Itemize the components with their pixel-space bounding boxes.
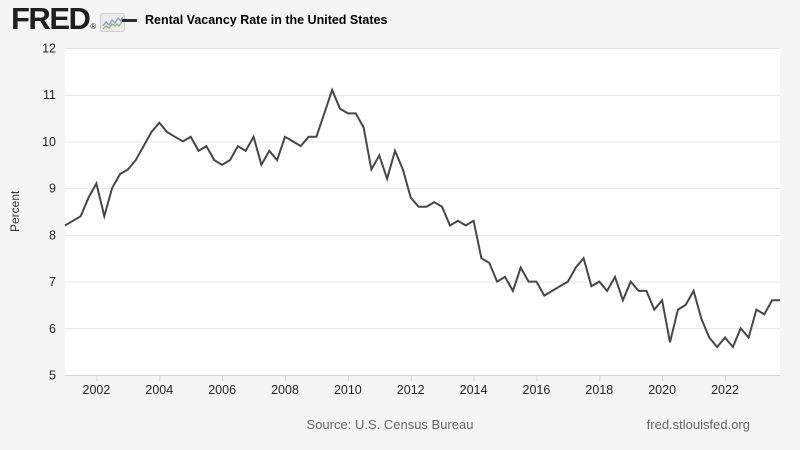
x-tick-label: 2022 [711,383,739,397]
fred-url-link[interactable]: fred.stlouisfed.org [646,417,750,432]
registered-trademark: ® [90,22,97,31]
x-tick-label: 2010 [334,383,362,397]
legend-line-swatch [122,18,137,22]
y-tick-label: 7 [49,275,56,289]
x-tick-label: 2008 [271,383,299,397]
series-title: Rental Vacancy Rate in the United States [145,13,388,27]
y-axis-title: Percent [8,190,22,232]
source-note: Source: U.S. Census Bureau [306,417,474,432]
plot-background [65,48,780,375]
y-tick-label: 12 [42,42,56,56]
y-tick-label: 11 [43,88,56,102]
x-tick-label: 2014 [460,383,488,397]
fred-logo-text: FRED [11,1,91,36]
chart-legend: Rental Vacancy Rate in the United States [122,0,387,40]
x-tick-label: 2006 [208,383,236,397]
x-tick-label: 2004 [145,383,173,397]
y-tick-label: 9 [49,182,56,196]
y-tick-label: 10 [42,135,56,149]
x-tick-label: 2016 [523,383,551,397]
chart-line [64,87,780,349]
y-tick-label: 5 [49,369,56,383]
x-tick-label: 2002 [83,383,111,397]
x-tick-label: 2018 [585,383,613,397]
fred-logo-sparkline-icon [100,13,126,32]
x-tick-label: 2012 [397,383,425,397]
x-tick-label: 2020 [648,383,676,397]
chart-header: FRED ® Rental Vacancy Rate in the United… [0,0,800,40]
y-tick-label: 8 [49,228,56,242]
y-tick-label: 6 [49,322,56,336]
fred-logo[interactable]: FRED ® [11,1,126,36]
